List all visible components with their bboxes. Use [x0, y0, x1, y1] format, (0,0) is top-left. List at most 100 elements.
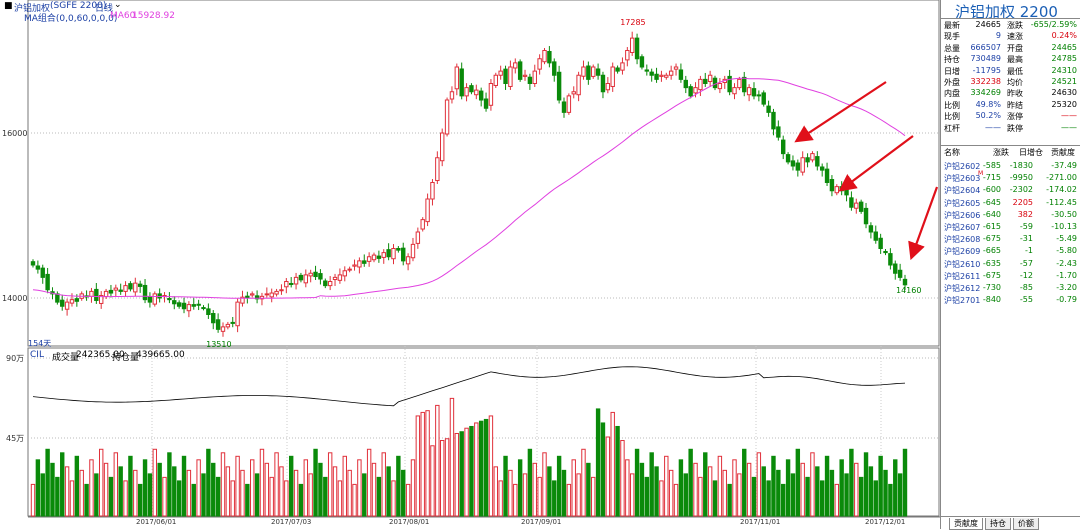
- contract-row[interactable]: 沪铝2701 -840 -55 -0.79: [941, 295, 1080, 308]
- volume-bar: [785, 459, 791, 517]
- contract-row[interactable]: 沪铝2606 -640 382 -30.50: [941, 210, 1080, 223]
- quote-label: 跌停: [1007, 123, 1023, 133]
- volume-bar: [420, 411, 425, 517]
- volume-bar: [756, 452, 762, 517]
- header-menu-icon[interactable]: ■: [4, 1, 13, 11]
- tab-contribution[interactable]: 贡献度: [949, 518, 983, 530]
- contract-row[interactable]: 沪铝2605 -645 2205 -112.45: [941, 198, 1080, 211]
- volume-bar: [245, 483, 250, 517]
- candle-body: [181, 302, 187, 310]
- contract-row[interactable]: 沪铝2607 -615 -59 -10.13: [941, 222, 1080, 235]
- volume-bar: [751, 476, 757, 517]
- volume-bar: [98, 448, 104, 517]
- volume-bar: [703, 452, 708, 517]
- volume-bar: [128, 455, 133, 517]
- candle-body: [537, 58, 542, 70]
- volume-bar: [50, 462, 55, 517]
- contract-name: 沪铝2602: [944, 162, 981, 171]
- quote-value: 50.2%: [975, 111, 1001, 121]
- volume-value: 242365.00: [76, 350, 125, 360]
- candle-body: [693, 87, 698, 94]
- candle-body: [517, 61, 523, 80]
- volume-tick-label: 90万: [6, 354, 24, 363]
- candle-body: [45, 273, 50, 291]
- contract-row[interactable]: 沪铝2602 -585 -1830 -37.49: [941, 161, 1080, 174]
- contract-contrib: -10.13: [1051, 222, 1077, 231]
- volume-bar: [386, 466, 391, 517]
- candle-body: [391, 248, 396, 260]
- candle-body: [737, 78, 742, 89]
- quote-value: 24521: [1051, 77, 1077, 86]
- volume-bar: [474, 422, 479, 517]
- candle-body: [819, 166, 825, 171]
- volume-bar: [717, 455, 723, 517]
- volume-bar: [469, 425, 474, 517]
- volume-bar: [225, 466, 231, 517]
- candle-body: [459, 68, 464, 97]
- x-tick-label: 2017/09/01: [521, 518, 561, 526]
- contract-change: -640: [982, 209, 1001, 219]
- contract-row[interactable]: 沪铝2603 M -715 -9950 -271.00: [941, 170, 1080, 186]
- candle-body: [625, 50, 630, 61]
- contract-name: 沪铝2604: [944, 186, 981, 196]
- volume-bar: [176, 480, 182, 517]
- candle-body: [668, 70, 674, 76]
- candle-body: [308, 272, 313, 277]
- volume-indicator[interactable]: CIL: [30, 350, 44, 360]
- x-tick-label: 2017/07/03: [271, 518, 311, 526]
- candle-body: [790, 160, 796, 167]
- candle-body: [303, 274, 309, 284]
- volume-bar: [810, 452, 815, 517]
- period-selector[interactable]: 日线: [95, 4, 114, 14]
- volume-bar: [503, 455, 508, 517]
- volume-bar: [537, 476, 542, 517]
- candle-body: [858, 201, 864, 212]
- tab-holdings[interactable]: 持仓: [985, 518, 1011, 530]
- contract-row[interactable]: 沪铝2612 -730 -85 -3.20: [941, 283, 1080, 296]
- kline-chart-area[interactable]: 14000 16000 90万 45万 2017/06/01 2017/07/03 2017…: [0, 0, 940, 529]
- volume-bar: [454, 432, 460, 517]
- candle-body: [712, 77, 718, 89]
- volume-bar: [639, 462, 645, 517]
- candle-body: [781, 139, 786, 155]
- candle-body: [751, 88, 757, 97]
- contract-row[interactable]: 沪铝2610 -635 -57 -2.43: [941, 259, 1080, 272]
- volume-bar: [883, 469, 888, 517]
- volume-bar: [230, 480, 235, 517]
- candle-body: [401, 247, 406, 262]
- candle-body: [172, 300, 177, 305]
- candle-body: [634, 37, 640, 60]
- volume-bar: [868, 466, 874, 517]
- candle-body: [542, 50, 547, 63]
- volume-bar: [376, 476, 382, 517]
- volume-bar: [64, 466, 70, 517]
- volume-bar: [45, 448, 50, 517]
- contract-change: -645: [982, 197, 1001, 207]
- contract-row[interactable]: 沪铝2604 -600 -2302 -174.02: [941, 185, 1080, 198]
- volume-bar: [103, 462, 109, 517]
- ma-combo-label: MA组合(0,0,60,0,0,0): [24, 14, 118, 24]
- volume-bar: [157, 462, 162, 517]
- contract-row[interactable]: 沪铝2611 -675 -12 -1.70: [941, 271, 1080, 284]
- candle-body: [284, 281, 289, 288]
- contract-row[interactable]: 沪铝2608 -675 -31 -5.49: [941, 234, 1080, 247]
- contract-name: 沪铝2610: [944, 259, 981, 269]
- volume-bar: [264, 462, 270, 517]
- candle-body: [430, 182, 435, 200]
- candle-body: [30, 261, 36, 266]
- volume-bar: [576, 473, 581, 517]
- volume-bar: [191, 483, 196, 517]
- volume-bar: [332, 466, 338, 517]
- contract-row[interactable]: 沪铝2609 -665 -1 -5.80: [941, 246, 1080, 259]
- candle-body: [108, 289, 114, 294]
- quote-label: 最低: [1007, 66, 1023, 76]
- quote-label: 外盘: [944, 78, 960, 87]
- kline-chart-svg[interactable]: 14000 16000 90万 45万 2017/06/01 2017/07/03 2017…: [0, 0, 940, 529]
- candle-body: [318, 273, 323, 280]
- quote-value: 332238: [970, 77, 1001, 86]
- candle-body: [191, 304, 196, 307]
- chevron-down-icon[interactable]: ⌄: [114, 0, 122, 10]
- tab-amount[interactable]: 价额: [1013, 518, 1039, 530]
- volume-bar: [147, 473, 153, 517]
- quote-label: 内盘: [944, 89, 960, 99]
